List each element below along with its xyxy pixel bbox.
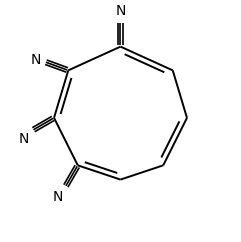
Text: N: N [115,4,126,18]
Text: N: N [31,53,41,68]
Text: N: N [19,132,29,146]
Text: N: N [53,190,63,204]
